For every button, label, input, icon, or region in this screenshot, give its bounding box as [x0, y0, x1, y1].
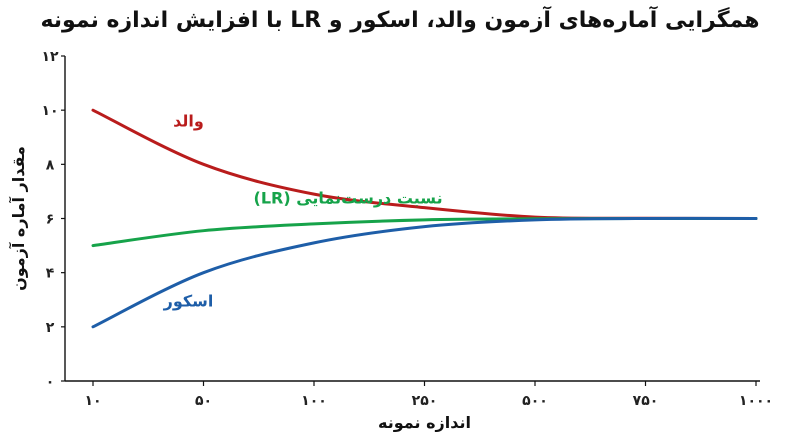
series-label-lr: نسبت درست‌نمایی (LR)	[254, 189, 443, 208]
y-axis-title: مقدار آماره آزمون	[8, 146, 28, 291]
chart-title: همگرایی آماره‌های آزمون والد، اسکور و LR…	[40, 8, 760, 33]
x-axis-title: اندازه نمونه	[378, 413, 471, 432]
y-tick-label: ۲	[46, 320, 55, 336]
x-tick-label: ۵۰۰	[522, 393, 548, 409]
x-tick-label: ۲۵۰	[412, 393, 438, 409]
y-tick-label: ۸	[46, 157, 55, 173]
y-tick-label: ۰	[46, 374, 55, 390]
y-tick-label: ۱۰	[41, 103, 58, 119]
series-label-wald: والد	[173, 111, 204, 130]
x-tick-label: ۵۰	[195, 393, 212, 409]
y-tick-label: ۱۲	[41, 49, 59, 65]
x-tick-label: ۷۵۰	[633, 393, 659, 409]
series-line-lr	[91, 216, 758, 248]
series-line-score	[91, 216, 758, 329]
x-tick-label: ۱۰۰	[301, 393, 327, 409]
series-label-score: اسکور	[163, 292, 214, 311]
y-tick-label: ۶	[46, 212, 55, 228]
x-tick-label: ۱۰	[84, 393, 101, 409]
x-tick-label: ۱۰۰۰	[739, 393, 773, 409]
y-tick-label: ۴	[46, 266, 55, 282]
